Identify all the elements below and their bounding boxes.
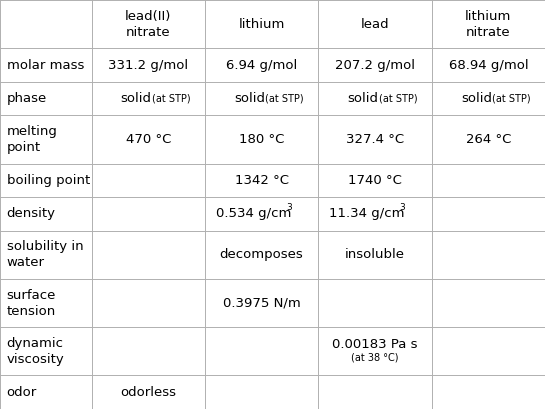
Text: 180 °C: 180 °C [239,133,284,146]
Text: 68.94 g/mol: 68.94 g/mol [449,58,528,72]
Text: lithium: lithium [238,18,285,31]
Text: lithium
nitrate: lithium nitrate [465,10,512,38]
Text: 331.2 g/mol: 331.2 g/mol [108,58,189,72]
Text: molar mass: molar mass [7,58,84,72]
Text: 6.94 g/mol: 6.94 g/mol [226,58,297,72]
Text: (at STP): (at STP) [265,94,304,103]
Text: 264 °C: 264 °C [465,133,511,146]
Text: 327.4 °C: 327.4 °C [346,133,404,146]
Text: 3: 3 [399,203,405,212]
Text: decomposes: decomposes [220,248,304,261]
Text: phase: phase [7,92,47,105]
Text: 0.534 g/cm: 0.534 g/cm [216,207,291,220]
Text: (at STP): (at STP) [379,94,417,103]
Text: solubility in
water: solubility in water [7,240,83,269]
Text: insoluble: insoluble [345,248,405,261]
Text: (at STP): (at STP) [152,94,190,103]
Text: lead(II)
nitrate: lead(II) nitrate [125,10,172,38]
Text: solid: solid [234,92,265,105]
Text: dynamic
viscosity: dynamic viscosity [7,337,64,366]
Text: (at 38 °C): (at 38 °C) [351,353,399,363]
Text: surface
tension: surface tension [7,289,56,317]
Text: odorless: odorless [120,386,176,399]
Text: odor: odor [7,386,37,399]
Text: solid: solid [461,92,492,105]
Text: lead: lead [361,18,389,31]
Text: 1342 °C: 1342 °C [234,174,289,187]
Text: solid: solid [121,92,152,105]
Text: melting
point: melting point [7,125,57,154]
Text: 470 °C: 470 °C [125,133,171,146]
Text: 1740 °C: 1740 °C [348,174,402,187]
Text: boiling point: boiling point [7,174,90,187]
Text: (at STP): (at STP) [492,94,530,103]
Text: 3: 3 [286,203,292,212]
Text: solid: solid [348,92,378,105]
Text: 11.34 g/cm: 11.34 g/cm [329,207,404,220]
Text: 0.3975 N/m: 0.3975 N/m [223,297,300,310]
Text: density: density [7,207,56,220]
Text: 207.2 g/mol: 207.2 g/mol [335,58,415,72]
Text: 0.00183 Pa s: 0.00183 Pa s [332,338,417,351]
